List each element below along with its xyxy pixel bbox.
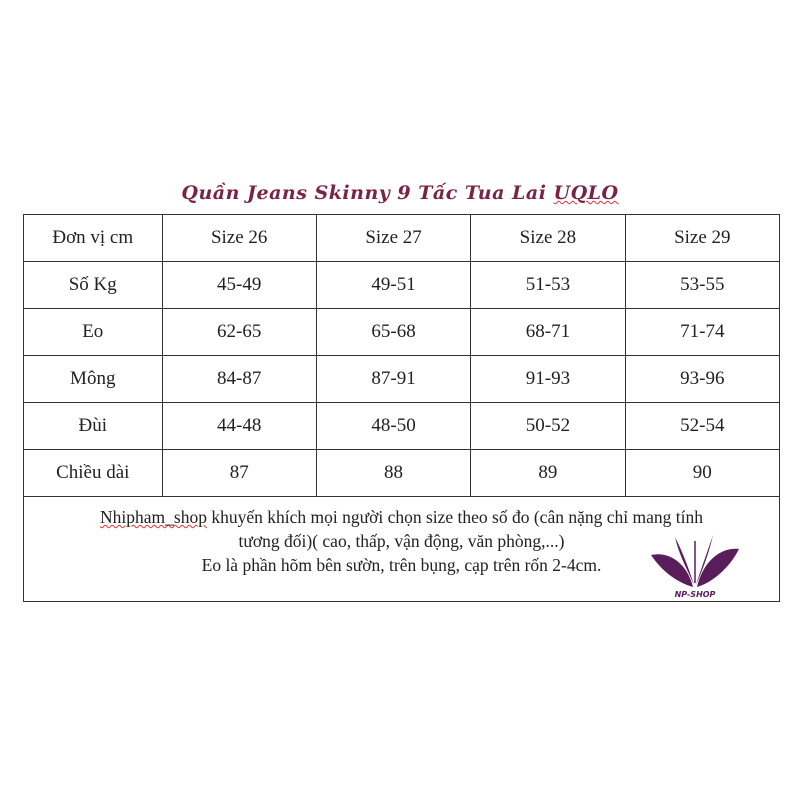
header-cell: Size 26 bbox=[161, 214, 317, 262]
table-row: Eo 62-65 65-68 68-71 71-74 bbox=[23, 308, 781, 356]
table-cell: 93-96 bbox=[624, 355, 781, 403]
row-label: Chiều dài bbox=[23, 449, 163, 497]
table-row: Mông 84-87 87-91 91-93 93-96 bbox=[23, 355, 781, 403]
table-cell: 62-65 bbox=[161, 308, 317, 356]
table-cell: 53-55 bbox=[624, 261, 781, 309]
header-cell: Size 27 bbox=[315, 214, 472, 262]
table-cell: 68-71 bbox=[470, 308, 626, 356]
table-cell: 88 bbox=[315, 449, 472, 497]
title-brand: UQLO bbox=[553, 182, 619, 204]
footer-line-3: Eo là phần hõm bên sườn, trên bụng, cạp … bbox=[201, 555, 602, 575]
table-cell: 50-52 bbox=[470, 402, 626, 450]
size-table: Đơn vị cm Size 26 Size 27 Size 28 Size 2… bbox=[23, 214, 781, 602]
footer-row: Nhipham_shop khuyến khích mọi người chọn… bbox=[23, 496, 780, 602]
table-row: Chiều dài 87 88 89 90 bbox=[23, 449, 781, 497]
footer-line-1: Nhipham_shop khuyến khích mọi người chọn… bbox=[24, 505, 779, 529]
table-cell: 87-91 bbox=[315, 355, 472, 403]
table-cell: 87 bbox=[161, 449, 317, 497]
footer-line-2: tương đối)( cao, thấp, vận động, văn phò… bbox=[238, 531, 565, 551]
table-cell: 45-49 bbox=[161, 261, 317, 309]
table-cell: 44-48 bbox=[161, 402, 317, 450]
table-cell: 51-53 bbox=[470, 261, 626, 309]
table-row: Đùi 44-48 48-50 50-52 52-54 bbox=[23, 402, 781, 450]
header-cell: Đơn vị cm bbox=[23, 214, 163, 262]
table-cell: 65-68 bbox=[315, 308, 472, 356]
table-cell: 48-50 bbox=[315, 402, 472, 450]
table-cell: 71-74 bbox=[624, 308, 781, 356]
row-label: Đùi bbox=[23, 402, 163, 450]
title-text: Quần Jeans Skinny 9 Tấc Tua Lai bbox=[181, 182, 547, 204]
table-row: Số Kg 45-49 49-51 51-53 53-55 bbox=[23, 261, 781, 309]
shop-name: Nhipham_shop bbox=[100, 507, 207, 527]
chart-title: Quần Jeans Skinny 9 Tấc Tua Lai UQLO bbox=[0, 182, 800, 204]
table-cell: 90 bbox=[624, 449, 781, 497]
footer-line-1-text: khuyến khích mọi người chọn size theo số… bbox=[206, 507, 703, 527]
footer-note: Nhipham_shop khuyến khích mọi người chọn… bbox=[23, 496, 780, 602]
table-cell: 84-87 bbox=[161, 355, 317, 403]
table-cell: 49-51 bbox=[315, 261, 472, 309]
header-cell: Size 28 bbox=[470, 214, 626, 262]
shop-logo-icon: NP-SHOP bbox=[651, 535, 739, 599]
table-header-row: Đơn vị cm Size 26 Size 27 Size 28 Size 2… bbox=[23, 214, 781, 262]
logo-text: NP-SHOP bbox=[675, 590, 716, 599]
row-label: Số Kg bbox=[23, 261, 163, 309]
header-cell: Size 29 bbox=[624, 214, 781, 262]
row-label: Eo bbox=[23, 308, 163, 356]
table-cell: 91-93 bbox=[470, 355, 626, 403]
row-label: Mông bbox=[23, 355, 163, 403]
table-cell: 52-54 bbox=[624, 402, 781, 450]
table-cell: 89 bbox=[470, 449, 626, 497]
